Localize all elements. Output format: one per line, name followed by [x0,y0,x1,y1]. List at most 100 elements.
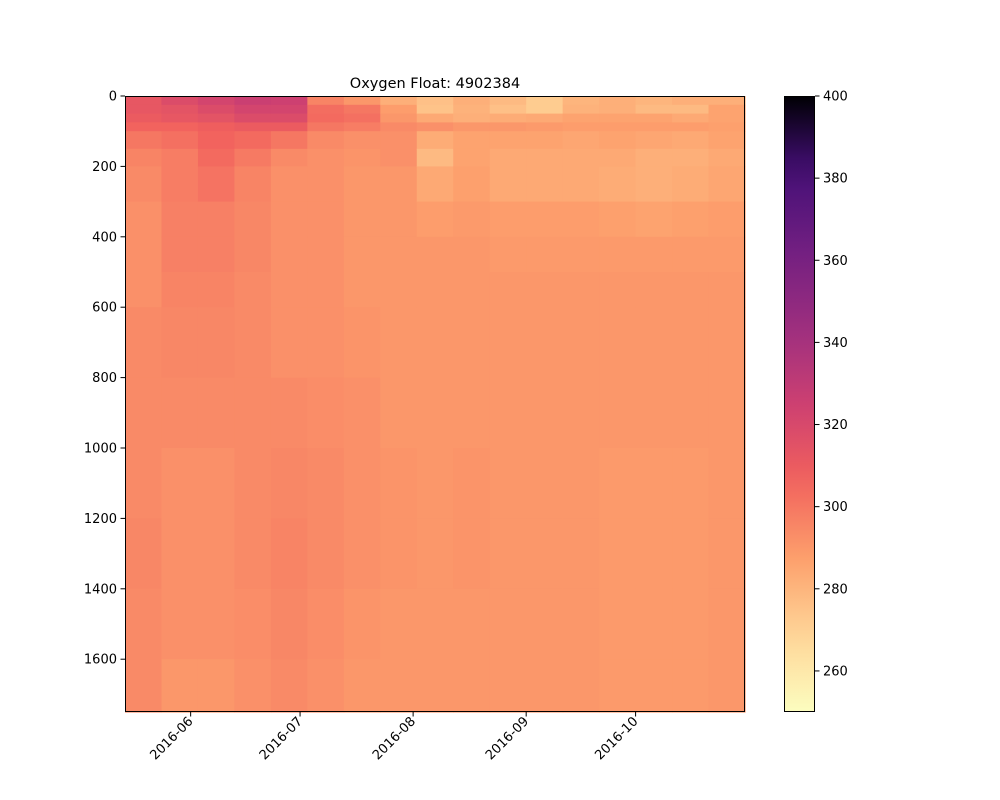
heatmap-cell [161,588,199,660]
heatmap-cell [526,122,564,132]
heatmap-cell [380,307,418,379]
heatmap-cell [197,104,236,115]
heatmap-cell [197,272,236,308]
heatmap-cell [197,518,236,590]
heatmap-cell [380,113,418,123]
heatmap-cell [380,96,418,106]
heatmap-cell [635,448,673,519]
heatmap-cell [708,377,746,449]
heatmap-cell [672,377,710,449]
heatmap-cell [270,518,308,590]
heatmap-cell [161,307,199,379]
heatmap-cell [453,122,491,132]
heatmap-cell [562,131,600,150]
heatmap-cell [234,166,272,203]
heatmap-cell [125,588,163,660]
heatmap-cell [489,166,527,203]
heatmap-cell [453,104,491,115]
heatmap-cell [416,166,454,203]
heatmap-cell [197,113,236,123]
heatmap-cell [343,96,381,106]
heatmap-cell [562,236,600,273]
heatmap-cell [453,96,491,106]
heatmap-cell [161,201,199,238]
heatmap-cell [125,148,163,167]
heatmap-cell [635,518,673,590]
heatmap-cell [562,448,600,519]
heatmap-cell [562,307,600,379]
heatmap-cell [234,448,272,519]
heatmap-cell [197,131,236,150]
heatmap-cell [416,122,454,132]
heatmap-cell [672,236,710,273]
heatmap-cell [526,131,564,150]
heatmap-cell [599,201,637,238]
heatmap-cell [161,659,199,713]
heatmap-cell [599,518,637,590]
colorbar-tick-label: 280 [823,582,848,597]
heatmap-cell [416,148,454,167]
heatmap-cell [234,272,272,308]
heatmap-cell [599,588,637,660]
heatmap-cell [526,96,564,106]
heatmap-cell [343,272,381,308]
heatmap-cell [599,272,637,308]
heatmap-cell [270,96,308,106]
heatmap-cell [489,377,527,449]
heatmap-cell [708,166,746,203]
heatmap-cell [708,122,746,132]
heatmap-cell [708,148,746,167]
heatmap-cell [161,131,199,150]
heatmap-cell [562,588,600,660]
heatmap-cell [672,166,710,203]
heatmap-cell [672,148,710,167]
heatmap-cell [489,518,527,590]
heatmap-cell [453,272,491,308]
heatmap-cell [635,148,673,167]
heatmap-cell [197,148,236,167]
heatmap-cell [526,272,564,308]
heatmap-cell [708,272,746,308]
heatmap-cell [489,131,527,150]
heatmap-cell [635,659,673,713]
heatmap-cell [307,166,345,203]
heatmap-cell [161,96,199,106]
heatmap-cell [562,148,600,167]
heatmap-cell [343,307,381,379]
heatmap-cell [489,104,527,115]
heatmap-cell [453,201,491,238]
heatmap-cell [635,307,673,379]
heatmap-cell [453,659,491,713]
heatmap-cell [708,104,746,115]
heatmap-cell [380,122,418,132]
heatmap-cell [125,131,163,150]
heatmap-cell [453,588,491,660]
heatmap-cell [161,448,199,519]
colorbar-tick-label: 400 [823,90,848,105]
heatmap-cell [307,148,345,167]
heatmap-cell [672,518,710,590]
heatmap-cell [125,96,163,106]
heatmap-cell [599,659,637,713]
heatmap-cell [672,588,710,660]
heatmap-cell [416,588,454,660]
y-tick-label: 400 [92,230,117,245]
heatmap-cell [489,113,527,123]
heatmap-cell [234,236,272,273]
heatmap-cell [234,148,272,167]
heatmap-cell [270,588,308,660]
heatmap-cell [526,659,564,713]
heatmap-cell [635,113,673,123]
heatmap-cell [380,518,418,590]
heatmap-cell [343,122,381,132]
heatmap-cell [161,236,199,273]
heatmap-cell [270,377,308,449]
heatmap-cell [234,377,272,449]
heatmap-cell [635,236,673,273]
colorbar [784,96,815,712]
heatmap-cell [489,122,527,132]
heatmap-cell [125,113,163,123]
heatmap-cell [489,96,527,106]
heatmap-cell [562,96,600,106]
heatmap-cell [416,659,454,713]
